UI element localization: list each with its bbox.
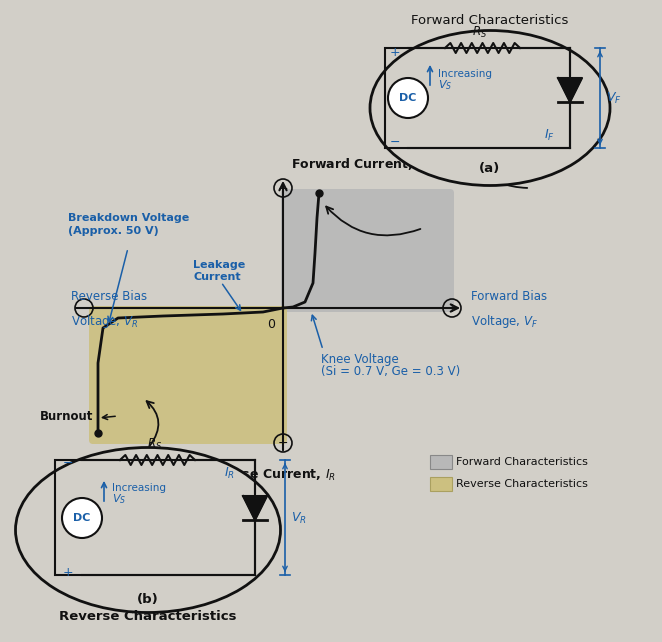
Text: (a): (a): [479, 162, 500, 175]
FancyArrowPatch shape: [477, 168, 527, 188]
Text: Leakage: Leakage: [193, 260, 245, 270]
Text: Forward Characteristics: Forward Characteristics: [411, 14, 569, 27]
Bar: [55, 460, 255, 575]
Text: Reverse Bias: Reverse Bias: [71, 290, 147, 303]
Text: −: −: [63, 456, 73, 469]
Text: −: −: [278, 437, 288, 449]
Text: Burnout: Burnout: [40, 410, 93, 422]
Polygon shape: [243, 496, 267, 520]
FancyBboxPatch shape: [281, 189, 454, 312]
Bar: [430, 477, 452, 491]
Text: DC: DC: [399, 93, 416, 103]
Text: +: +: [390, 46, 401, 58]
Text: (Si = 0.7 V, Ge = 0.3 V): (Si = 0.7 V, Ge = 0.3 V): [321, 365, 460, 378]
Text: $R_S$: $R_S$: [148, 437, 163, 452]
Text: −: −: [79, 302, 89, 315]
Text: 0: 0: [267, 318, 275, 331]
Text: +: +: [447, 302, 457, 315]
Text: Forward Current, $I_F$ (mA): Forward Current, $I_F$ (mA): [291, 157, 465, 173]
Text: Reverse Characteristics: Reverse Characteristics: [456, 479, 588, 489]
Text: Increasing: Increasing: [438, 69, 492, 79]
Text: $V_F$: $V_F$: [606, 91, 622, 105]
Text: Voltage, $V_F$: Voltage, $V_F$: [471, 313, 538, 330]
Text: (b): (b): [137, 593, 159, 606]
Ellipse shape: [370, 31, 610, 186]
Bar: [430, 455, 452, 469]
Text: Reverse Current, $I_R$: Reverse Current, $I_R$: [201, 468, 336, 483]
Polygon shape: [558, 78, 582, 102]
Text: Forward Characteristics: Forward Characteristics: [456, 457, 588, 467]
FancyArrowPatch shape: [146, 401, 158, 446]
Bar: [385, 48, 570, 148]
Text: $I_F$: $I_F$: [544, 128, 555, 143]
Text: +: +: [63, 566, 73, 578]
Text: $V_S$: $V_S$: [112, 492, 126, 506]
Text: −: −: [390, 135, 401, 148]
Text: $R_S$: $R_S$: [473, 25, 488, 40]
Text: Burnout: Burnout: [473, 159, 530, 171]
Text: DC: DC: [73, 513, 91, 523]
Text: $V_S$: $V_S$: [438, 78, 452, 92]
FancyArrowPatch shape: [326, 207, 420, 236]
Circle shape: [388, 78, 428, 118]
Text: Voltage, $V_R$: Voltage, $V_R$: [71, 313, 138, 330]
FancyBboxPatch shape: [89, 306, 287, 444]
Text: Knee Voltage: Knee Voltage: [321, 353, 399, 366]
Text: Increasing: Increasing: [112, 483, 166, 493]
Text: $I_R$: $I_R$: [224, 465, 235, 481]
Text: Forward Bias: Forward Bias: [471, 290, 547, 303]
Ellipse shape: [15, 447, 281, 612]
Text: Current: Current: [193, 272, 240, 282]
Text: $V_R$: $V_R$: [291, 510, 307, 526]
Text: Reverse Characteristics: Reverse Characteristics: [60, 610, 237, 623]
Text: (Approx. 50 V): (Approx. 50 V): [68, 226, 159, 236]
Text: +: +: [277, 182, 289, 195]
Circle shape: [62, 498, 102, 538]
Text: Breakdown Voltage: Breakdown Voltage: [68, 213, 189, 223]
